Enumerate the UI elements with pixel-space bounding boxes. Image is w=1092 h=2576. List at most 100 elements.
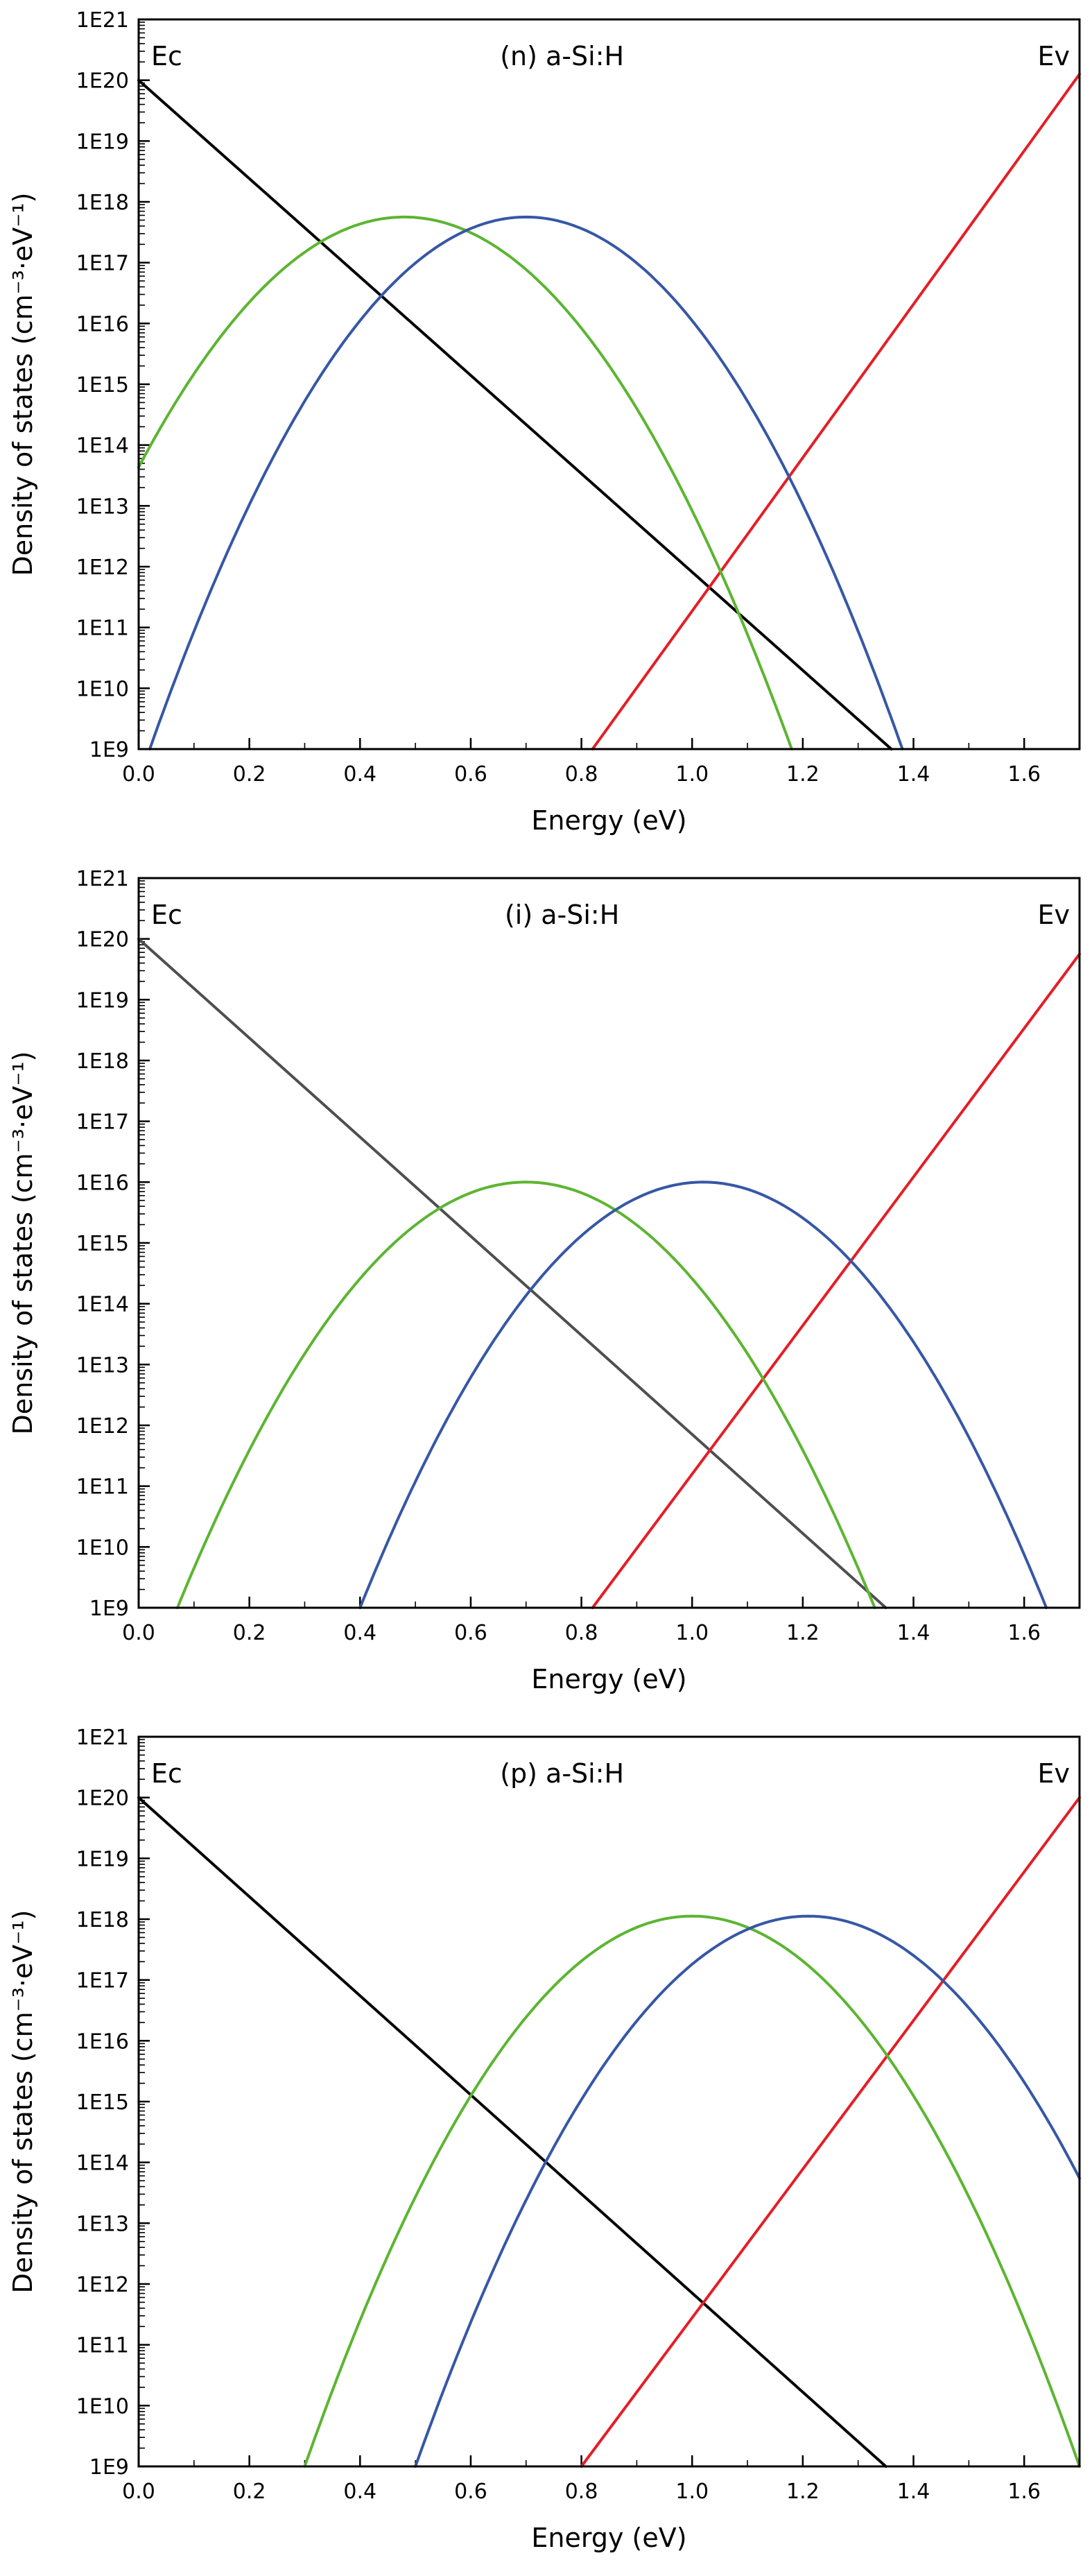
y-tick-label: 1E9 xyxy=(89,1597,129,1621)
x-tick-label: 0.6 xyxy=(454,2480,487,2504)
y-axis-title: Density of states (cm⁻³·eV⁻¹) xyxy=(8,193,38,576)
chart-background xyxy=(0,0,1092,859)
x-tick-label: 1.0 xyxy=(675,2480,709,2504)
y-tick-label: 1E21 xyxy=(76,867,129,891)
plot-frame xyxy=(137,1735,1081,2468)
plot-frame xyxy=(137,18,1081,750)
chart-background xyxy=(0,859,1092,1717)
valence-band-tail-curve xyxy=(580,1796,1081,2468)
dos-chart-i-svg: 1E9 1E10 1E11 1E12 1E13 1E14 1E15 1E16 1E17 1E18 1… xyxy=(0,859,1092,1717)
y-tick-label: 1E14 xyxy=(76,434,129,458)
y-tick-label: 1E14 xyxy=(76,2152,129,2176)
x-axis-title: Energy (eV) xyxy=(531,805,686,836)
y-tick-label: 1E19 xyxy=(76,1847,129,1871)
y-tick-label: 1E10 xyxy=(76,677,129,701)
y-tick-label: 1E12 xyxy=(76,556,129,580)
y-axis-title: Density of states (cm⁻³·eV⁻¹) xyxy=(8,1051,38,1435)
y-tick-label: 1E20 xyxy=(76,69,129,94)
x-axis-title: Energy (eV) xyxy=(531,1664,686,1694)
y-tick-label: 1E18 xyxy=(76,1049,129,1074)
y-tick-label: 1E14 xyxy=(76,1293,129,1317)
ev-label: Ev xyxy=(1038,900,1071,930)
y-tick-label: 1E16 xyxy=(76,312,129,336)
acceptor-like-gaussian-curve xyxy=(414,1914,1081,2468)
x-tick-label: 1.6 xyxy=(1007,762,1041,787)
panel-n-asih: 1E9 1E10 1E11 1E12 1E13 1E14 1E15 1E16 1E17 1E18 1… xyxy=(0,0,1092,859)
y-tick-label: 1E10 xyxy=(76,1536,129,1560)
conduction-band-tail-curve xyxy=(137,937,887,1609)
acceptor-like-gaussian-curve xyxy=(358,1180,1048,1609)
x-tick-label: 1.2 xyxy=(786,2480,820,2504)
x-tick-label: 0.2 xyxy=(233,762,266,787)
ev-label: Ev xyxy=(1038,41,1071,71)
y-tick-label: 1E17 xyxy=(76,252,129,276)
donor-like-gaussian-curve xyxy=(175,1180,876,1609)
x-tick-label: 1.4 xyxy=(897,1621,930,1645)
y-tick-label: 1E9 xyxy=(89,2455,129,2480)
x-tick-label: 1.0 xyxy=(675,762,709,787)
x-tick-label: 0.2 xyxy=(233,1621,266,1645)
panel-title: (i) a-Si:H xyxy=(505,900,619,930)
panel-p-asih: 1E9 1E10 1E11 1E12 1E13 1E14 1E15 1E16 1E17 1E18 1… xyxy=(0,1717,1092,2576)
y-tick-label: 1E18 xyxy=(76,1908,129,1932)
y-tick-label: 1E20 xyxy=(76,928,129,952)
panel-title: (p) a-Si:H xyxy=(500,1758,624,1789)
y-tick-label: 1E17 xyxy=(76,1110,129,1135)
x-tick-label: 1.6 xyxy=(1007,1621,1041,1645)
y-tick-label: 1E16 xyxy=(76,2029,129,2054)
y-axis-title: Density of states (cm⁻³·eV⁻¹) xyxy=(8,1910,38,2294)
y-tick-label: 1E12 xyxy=(76,1414,129,1439)
dos-chart-p-svg: 1E9 1E10 1E11 1E12 1E13 1E14 1E15 1E16 1E17 1E18 1… xyxy=(0,1717,1092,2576)
y-tick-label: 1E11 xyxy=(76,617,129,641)
y-tick-label: 1E15 xyxy=(76,2090,129,2115)
x-tick-label: 0.8 xyxy=(565,2480,598,2504)
conduction-band-tail-curve xyxy=(137,78,893,750)
y-tick-label: 1E19 xyxy=(76,130,129,154)
panel-i-asih: 1E9 1E10 1E11 1E12 1E13 1E14 1E15 1E16 1E17 1E18 1… xyxy=(0,859,1092,1717)
x-tick-label: 0.6 xyxy=(454,1621,487,1645)
y-tick-label: 1E18 xyxy=(76,191,129,215)
ec-label: Ec xyxy=(151,1758,182,1789)
x-tick-label: 0.2 xyxy=(233,2480,266,2504)
valence-band-tail-curve xyxy=(591,72,1081,750)
y-tick-label: 1E10 xyxy=(76,2394,129,2419)
y-tick-label: 1E17 xyxy=(76,1969,129,1993)
y-tick-label: 1E15 xyxy=(76,373,129,397)
y-tick-label: 1E13 xyxy=(76,2212,129,2236)
y-tick-label: 1E16 xyxy=(76,1171,129,1195)
y-tick-label: 1E9 xyxy=(89,738,129,762)
x-tick-label: 1.2 xyxy=(786,762,820,787)
y-tick-label: 1E12 xyxy=(76,2273,129,2297)
x-tick-label: 1.2 xyxy=(786,1621,820,1645)
plot-frame xyxy=(137,877,1081,1609)
panel-title: (n) a-Si:H xyxy=(500,41,624,71)
y-tick-label: 1E11 xyxy=(76,2334,129,2358)
y-tick-label: 1E19 xyxy=(76,988,129,1013)
y-tick-label: 1E13 xyxy=(76,1353,129,1377)
x-tick-label: 0.8 xyxy=(565,762,598,787)
x-tick-label: 1.4 xyxy=(897,762,930,787)
ec-label: Ec xyxy=(151,41,182,71)
x-tick-label: 0.6 xyxy=(454,762,487,787)
x-tick-label: 0.0 xyxy=(122,1621,155,1645)
y-tick-label: 1E20 xyxy=(76,1787,129,1811)
y-tick-label: 1E21 xyxy=(76,8,129,33)
y-tick-label: 1E21 xyxy=(76,1726,129,1750)
x-tick-label: 0.4 xyxy=(343,762,376,787)
x-tick-label: 0.4 xyxy=(343,2480,376,2504)
x-axis-title: Energy (eV) xyxy=(531,2523,686,2553)
donor-like-gaussian-curve xyxy=(303,1914,1081,2468)
y-tick-label: 1E13 xyxy=(76,495,129,519)
chart-background xyxy=(0,1717,1092,2576)
x-tick-label: 0.8 xyxy=(565,1621,598,1645)
x-tick-label: 1.6 xyxy=(1007,2480,1041,2504)
ec-label: Ec xyxy=(151,900,182,930)
y-tick-label: 1E15 xyxy=(76,1232,129,1256)
x-tick-label: 1.0 xyxy=(675,1621,709,1645)
ev-label: Ev xyxy=(1038,1758,1071,1789)
x-tick-label: 0.4 xyxy=(343,1621,376,1645)
valence-band-tail-curve xyxy=(591,952,1081,1609)
x-tick-label: 0.0 xyxy=(122,2480,155,2504)
dos-chart-n-svg: 1E9 1E10 1E11 1E12 1E13 1E14 1E15 1E16 1E17 1E18 1… xyxy=(0,0,1092,859)
